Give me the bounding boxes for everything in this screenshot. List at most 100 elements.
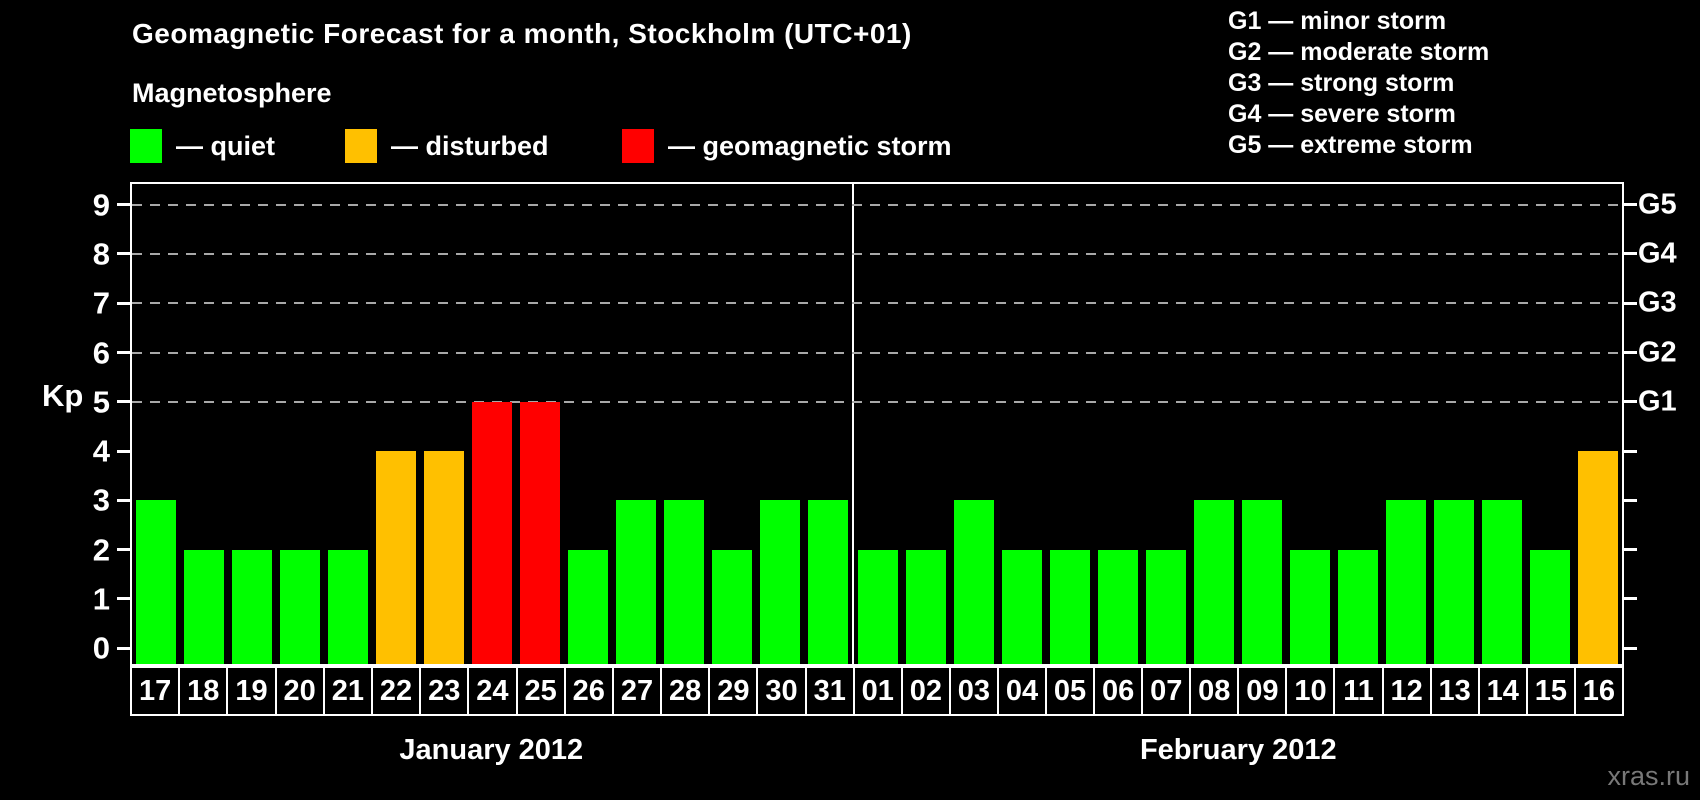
g-axis-label-g1: G1 [1638, 385, 1677, 418]
y-axis-tick [1624, 351, 1637, 355]
day-slot [1526, 184, 1574, 664]
y-axis-tick [117, 252, 130, 256]
storm-scale-item-g1: G1 — minor storm [1228, 7, 1447, 35]
day-label-cell: 28 [661, 667, 710, 715]
day-slot [1190, 184, 1238, 664]
y-axis-tick-label: 8 [92, 236, 110, 272]
day-label-group: 01 02 03 04 05 06 07 08 09 10 11 12 13 14 15 16 [853, 667, 1623, 715]
kp-bar [183, 549, 225, 664]
day-label-cell: 30 [757, 667, 806, 715]
day-slot [468, 184, 516, 664]
day-label-cell: 19 [227, 667, 276, 715]
day-label-cell: 24 [468, 667, 517, 715]
kp-bar [567, 549, 609, 664]
day-slot [1142, 184, 1190, 664]
disturbed-color-swatch-icon [345, 129, 377, 163]
kp-bar [1577, 451, 1619, 664]
day-axis-row: 17 18 19 20 21 22 23 24 25 26 27 28 29 30 31 01 02 03 04 05… [130, 666, 1624, 716]
y-axis-tick [117, 646, 130, 650]
day-label-cell: 15 [1526, 667, 1575, 715]
y-axis-tick [1624, 597, 1637, 601]
day-label-cell: 16 [1574, 667, 1623, 715]
day-slot [1238, 184, 1286, 664]
day-label-cell: 23 [420, 667, 469, 715]
day-slot [612, 184, 660, 664]
day-label-cell: 22 [371, 667, 421, 715]
day-slot [1574, 184, 1622, 664]
day-label-cell: 13 [1430, 667, 1479, 715]
kp-bar [1193, 500, 1235, 664]
day-slot [324, 184, 372, 664]
day-slot [1382, 184, 1430, 664]
kp-bar [711, 549, 753, 664]
kp-bar [663, 500, 705, 664]
quiet-color-swatch-icon [130, 129, 162, 163]
y-axis-tick [1624, 301, 1637, 305]
day-slot [854, 184, 902, 664]
kp-bar [759, 500, 801, 664]
storm-scale-item-g5: G5 — extreme storm [1228, 131, 1473, 159]
kp-axis-label: Kp [42, 378, 84, 413]
kp-bar [905, 549, 947, 664]
day-slot [276, 184, 324, 664]
kp-bar [375, 451, 417, 664]
day-label-cell: 29 [709, 667, 758, 715]
day-slot [1430, 184, 1478, 664]
kp-bar [231, 549, 273, 664]
day-label-cell: 31 [805, 667, 854, 715]
y-axis-tick [1624, 203, 1637, 207]
gridline [132, 302, 1622, 305]
kp-bar [1097, 549, 1139, 664]
y-axis-tick-label: 6 [92, 335, 110, 371]
legend-item-quiet: — quiet [130, 129, 275, 163]
kp-bar [1049, 549, 1091, 664]
y-axis-tick [117, 301, 130, 305]
day-label-cell: 12 [1382, 667, 1431, 715]
kp-bar [327, 549, 369, 664]
day-slot [804, 184, 852, 664]
day-slot [132, 184, 180, 664]
y-axis-tick [1624, 252, 1637, 256]
day-slot [660, 184, 708, 664]
kp-bar [1481, 500, 1523, 664]
day-label-cell: 25 [516, 667, 565, 715]
kp-bar [1241, 500, 1283, 664]
month-label-january: January 2012 [399, 734, 584, 766]
day-label-cell: 26 [564, 667, 613, 715]
day-label-cell: 01 [853, 667, 902, 715]
storm-scale-item-g4: G4 — severe storm [1228, 100, 1456, 128]
storm-scale-item-g2: G2 — moderate storm [1228, 38, 1490, 66]
legend-label-storm: — geomagnetic storm [668, 130, 952, 161]
y-axis-tick [117, 203, 130, 207]
y-axis-tick-label: 4 [92, 433, 110, 469]
y-axis-tick [1624, 400, 1637, 404]
kp-bar [1145, 549, 1187, 664]
storm-scale-legend: G1 — minor storm G2 — moderate storm G3 … [1228, 6, 1489, 161]
month-group [132, 184, 852, 664]
kp-bar [1289, 549, 1331, 664]
gridline [132, 400, 1622, 403]
day-slot [1094, 184, 1142, 664]
day-slot [1046, 184, 1094, 664]
day-label-cell: 08 [1190, 667, 1239, 715]
kp-bar [1337, 549, 1379, 664]
storm-scale-item-g3: G3 — strong storm [1228, 69, 1455, 97]
kp-bar [953, 500, 995, 664]
kp-bar [519, 401, 561, 664]
day-label-cell: 07 [1142, 667, 1191, 715]
day-label-cell: 27 [612, 667, 662, 715]
kp-bar [423, 451, 465, 664]
day-slot [950, 184, 998, 664]
day-slot [420, 184, 468, 664]
day-label-cell: 05 [1046, 667, 1095, 715]
page-title: Geomagnetic Forecast for a month, Stockh… [132, 18, 912, 49]
storm-color-swatch-icon [622, 129, 654, 163]
day-slot [1478, 184, 1526, 664]
kp-bar [615, 500, 657, 664]
month-label-february: February 2012 [1139, 734, 1337, 766]
day-label-cell: 18 [179, 667, 228, 715]
day-label-cell: 04 [997, 667, 1047, 715]
y-axis-tick [1624, 548, 1637, 552]
y-axis-tick [1624, 498, 1637, 502]
y-axis-tick [1624, 449, 1637, 453]
